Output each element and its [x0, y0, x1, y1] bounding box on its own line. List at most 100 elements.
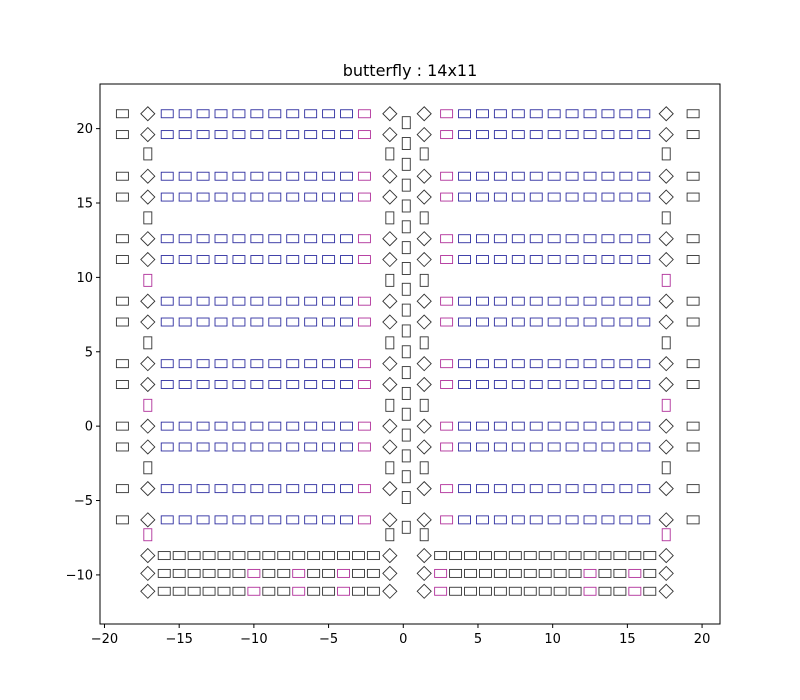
horizontal-cell: [178, 380, 192, 389]
horizontal-cell: [304, 515, 318, 525]
diamond-cell: [658, 106, 674, 122]
horizontal-cell: [115, 359, 129, 369]
horizontal-cell: [115, 296, 129, 306]
horizontal-cell: [214, 317, 228, 327]
horizontal-cell: [304, 317, 318, 327]
horizontal-cell: [547, 421, 561, 431]
horizontal-cell: [583, 359, 597, 369]
horizontal-cell: [357, 255, 371, 264]
horizontal-cell: [232, 296, 246, 306]
horizontal-cell: [160, 484, 174, 494]
horizontal-cell: [232, 568, 246, 578]
horizontal-cell: [304, 359, 318, 369]
horizontal-cell: [232, 317, 246, 327]
horizontal-cell: [340, 296, 353, 306]
horizontal-cell: [250, 359, 264, 369]
horizontal-cell: [304, 130, 318, 140]
horizontal-cell: [214, 255, 228, 264]
horizontal-cell: [178, 296, 192, 306]
horizontal-cell: [196, 192, 210, 202]
horizontal-cell: [366, 551, 380, 561]
horizontal-cell: [268, 359, 282, 369]
horizontal-cell: [232, 484, 246, 494]
horizontal-cell: [322, 130, 336, 140]
horizontal-cell: [340, 515, 353, 525]
horizontal-cell: [493, 568, 507, 578]
plot-area-frame: [99, 83, 721, 625]
diamond-cell: [416, 356, 432, 372]
horizontal-cell: [196, 171, 210, 181]
y-tick-label: 5: [85, 345, 93, 360]
horizontal-cell: [250, 255, 264, 264]
horizontal-cell: [458, 192, 471, 202]
horizontal-cell: [178, 109, 192, 119]
diamond-cell: [382, 439, 398, 455]
diamond-cell: [382, 565, 398, 582]
horizontal-cell: [157, 568, 171, 578]
horizontal-cell: [340, 484, 353, 494]
horizontal-cell: [547, 515, 561, 525]
vertical-cell: [401, 241, 411, 255]
horizontal-cell: [250, 380, 264, 389]
horizontal-cell: [686, 515, 700, 525]
horizontal-cell: [598, 551, 612, 561]
horizontal-cell: [322, 296, 336, 306]
horizontal-cell: [434, 551, 448, 561]
horizontal-cell: [268, 442, 282, 452]
horizontal-cell: [601, 109, 615, 119]
horizontal-cell: [214, 442, 228, 452]
horizontal-cell: [583, 192, 597, 202]
horizontal-cell: [357, 484, 371, 494]
horizontal-cell: [268, 171, 282, 181]
horizontal-cell: [619, 255, 633, 264]
horizontal-cell: [160, 255, 174, 264]
horizontal-cell: [493, 130, 507, 140]
horizontal-cell: [178, 192, 192, 202]
horizontal-cell: [340, 192, 353, 202]
horizontal-cell: [357, 317, 371, 327]
horizontal-cell: [232, 359, 246, 369]
horizontal-cell: [337, 551, 350, 561]
horizontal-cell: [476, 484, 489, 494]
diamond-cell: [140, 314, 156, 330]
horizontal-cell: [547, 317, 561, 327]
horizontal-cell: [340, 109, 353, 119]
horizontal-cell: [366, 586, 380, 596]
horizontal-cell: [304, 255, 318, 264]
horizontal-cell: [340, 255, 353, 264]
horizontal-cell: [440, 359, 454, 369]
horizontal-cell: [583, 421, 597, 431]
horizontal-cell: [538, 568, 552, 578]
horizontal-cell: [565, 317, 579, 327]
horizontal-cell: [529, 109, 543, 119]
horizontal-cell: [357, 171, 371, 181]
vertical-cell: [401, 157, 411, 171]
horizontal-cell: [247, 586, 261, 596]
horizontal-cell: [160, 380, 174, 389]
horizontal-cell: [115, 192, 129, 202]
horizontal-cell: [322, 317, 336, 327]
vertical-cell: [661, 211, 671, 225]
horizontal-cell: [340, 359, 353, 369]
horizontal-cell: [458, 130, 471, 140]
vertical-cell: [419, 336, 429, 350]
horizontal-cell: [529, 484, 543, 494]
horizontal-cell: [178, 317, 192, 327]
vertical-cell: [385, 528, 395, 542]
horizontal-cell: [357, 234, 371, 244]
diamond-cell: [416, 126, 432, 143]
diamond-cell: [658, 547, 674, 564]
horizontal-cell: [304, 171, 318, 181]
horizontal-cell: [601, 317, 615, 327]
diamond-cell: [416, 547, 432, 564]
diamond-cell: [140, 439, 156, 455]
horizontal-cell: [232, 551, 246, 561]
diamond-cell: [382, 293, 398, 309]
horizontal-cell: [322, 442, 336, 452]
y-tick-label: 20: [76, 122, 93, 137]
horizontal-cell: [511, 359, 525, 369]
diamond-cell: [382, 189, 398, 205]
horizontal-cell: [196, 442, 210, 452]
horizontal-cell: [619, 192, 633, 202]
horizontal-cell: [262, 586, 276, 596]
